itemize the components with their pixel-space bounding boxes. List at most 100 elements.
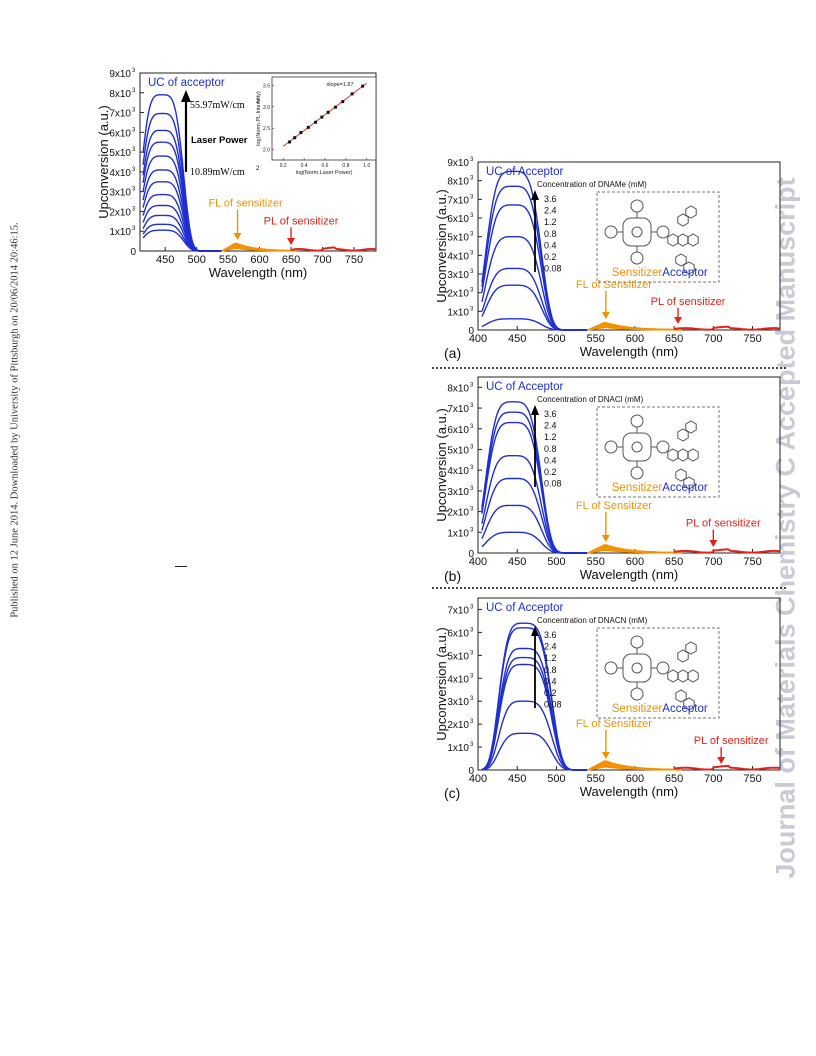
concentration-value: 0.4 — [544, 455, 557, 465]
acceptor-label: Acceptor — [662, 267, 708, 279]
inset-x-tick-label: 1.0 — [363, 163, 370, 169]
concentration-label: Concentration of DNAMe (mM) — [537, 180, 647, 189]
pl-label: PL of sensitizer — [694, 735, 769, 747]
sensitizer-label: Sensitizer — [612, 482, 663, 494]
phenyl-ring — [630, 414, 644, 428]
uc-label: UC of acceptor — [148, 77, 225, 89]
pl-arrow-head — [709, 540, 718, 547]
concentration-value: 1.2 — [544, 217, 557, 227]
x-tick-label: 550 — [586, 773, 604, 785]
concentration-value: 0.2 — [544, 252, 557, 262]
y-axis-label: Upconversion (a.u.) — [434, 189, 449, 302]
inset-data-point — [314, 120, 318, 124]
x-tick-label: 400 — [469, 333, 487, 345]
y-tick-label: 6x10 — [447, 425, 469, 436]
y-tick-label: 1x10 — [447, 528, 469, 539]
x-tick-label: 400 — [469, 556, 487, 568]
x-tick-label: 450 — [156, 254, 174, 266]
y-tick-label: 7x10 — [447, 195, 469, 206]
x-tick-label: 500 — [547, 556, 565, 568]
y-tick-exponent: 3 — [132, 127, 136, 133]
concentration-value: 3.6 — [544, 409, 557, 419]
y-tick-label: 4x10 — [447, 466, 469, 477]
x-tick-label: 500 — [547, 773, 565, 785]
inset-y-tick-label: 2.0 — [263, 148, 270, 154]
naphthyl-ring — [675, 689, 687, 703]
y-tick-label: 3x10 — [447, 487, 469, 498]
x-tick-label: 600 — [626, 333, 644, 345]
acceptor-label: Acceptor — [662, 482, 708, 494]
fl-arrow-head — [601, 535, 610, 542]
y-tick-exponent: 3 — [470, 269, 474, 275]
laser-power-min: 10.89mW/cm — [190, 167, 245, 178]
porphyrin-core — [622, 653, 652, 683]
fl-label: FL of Sensitizer — [576, 500, 652, 512]
y-tick-label: 6x10 — [447, 214, 469, 225]
panel-divider — [432, 367, 786, 369]
naphthyl-ring — [677, 428, 689, 442]
pl-series-line — [673, 764, 781, 771]
inset-data-point — [320, 115, 324, 119]
x-tick-label: 600 — [626, 556, 644, 568]
x-tick-label: 550 — [219, 254, 237, 266]
inset-data-point — [306, 125, 310, 129]
fl-label: FL of Sensitizer — [576, 718, 652, 730]
y-tick-exponent: 3 — [132, 167, 136, 173]
y-tick-label: 0 — [468, 766, 474, 777]
x-tick-label: 550 — [586, 333, 604, 345]
metal-center — [631, 441, 643, 453]
y-tick-label: 0 — [468, 549, 474, 560]
y-tick-label: 5x10 — [109, 148, 131, 159]
y-tick-label: 0 — [130, 247, 136, 258]
y-tick-label: 5x10 — [447, 651, 469, 662]
concentration-value: 2.4 — [544, 421, 557, 431]
concentration-label: Concentration of DNACN (mM) — [537, 616, 648, 625]
laser-power-max-exp: 2 — [256, 99, 260, 105]
sensitizer-label: Sensitizer — [612, 267, 663, 279]
y-tick-exponent: 3 — [132, 147, 136, 153]
y-axis-label: Upconversion (a.u.) — [434, 627, 449, 740]
panel-label: (c) — [444, 785, 460, 801]
y-tick-label: 2x10 — [447, 508, 469, 519]
panel-label: (b) — [444, 568, 461, 584]
inset-slope-label: slope=1.87 — [326, 82, 353, 88]
pl-arrow-head — [287, 238, 296, 245]
x-tick-label: 450 — [508, 333, 526, 345]
inset-x-tick-label: 0.4 — [301, 163, 308, 169]
anthracene-ring — [677, 669, 689, 683]
plot-frame — [477, 161, 781, 331]
y-tick-exponent: 3 — [132, 108, 136, 114]
y-tick-label: 7x10 — [109, 109, 131, 120]
y-tick-exponent: 3 — [470, 507, 474, 513]
x-axis-label: Wavelength (nm) — [209, 265, 308, 280]
x-tick-label: 650 — [665, 556, 683, 568]
y-tick-exponent: 3 — [470, 696, 474, 702]
x-tick-label: 750 — [743, 333, 761, 345]
y-tick-exponent: 3 — [470, 382, 474, 388]
structure-box — [596, 627, 720, 719]
naphthyl-ring — [677, 649, 689, 663]
y-tick-label: 0 — [468, 326, 474, 337]
naphthyl-ring — [675, 468, 687, 482]
concentration-value: 0.8 — [544, 665, 557, 675]
y-tick-label: 7x10 — [447, 404, 469, 415]
y-tick-exponent: 3 — [470, 673, 474, 679]
x-tick-label: 650 — [665, 773, 683, 785]
y-tick-exponent: 3 — [470, 604, 474, 610]
phenyl-ring — [656, 225, 670, 239]
concentration-value: 0.08 — [544, 479, 562, 489]
y-tick-exponent: 3 — [470, 742, 474, 748]
concentration-value: 0.08 — [544, 700, 562, 710]
laser-power-label: Laser Power — [191, 135, 248, 146]
uc-series-line — [481, 318, 587, 331]
y-tick-exponent: 3 — [132, 88, 136, 94]
laser-power-max: 55.97mW/cm — [190, 100, 245, 111]
y-tick-label: 3x10 — [447, 697, 469, 708]
inset-frame — [271, 76, 377, 161]
naphthyl-ring — [683, 697, 695, 711]
y-tick-exponent: 3 — [470, 527, 474, 533]
inset-x-tick-label: 0.6 — [322, 163, 329, 169]
y-tick-exponent: 3 — [470, 306, 474, 312]
plot-frame — [477, 376, 781, 554]
concentration-arrow-head — [531, 405, 539, 415]
